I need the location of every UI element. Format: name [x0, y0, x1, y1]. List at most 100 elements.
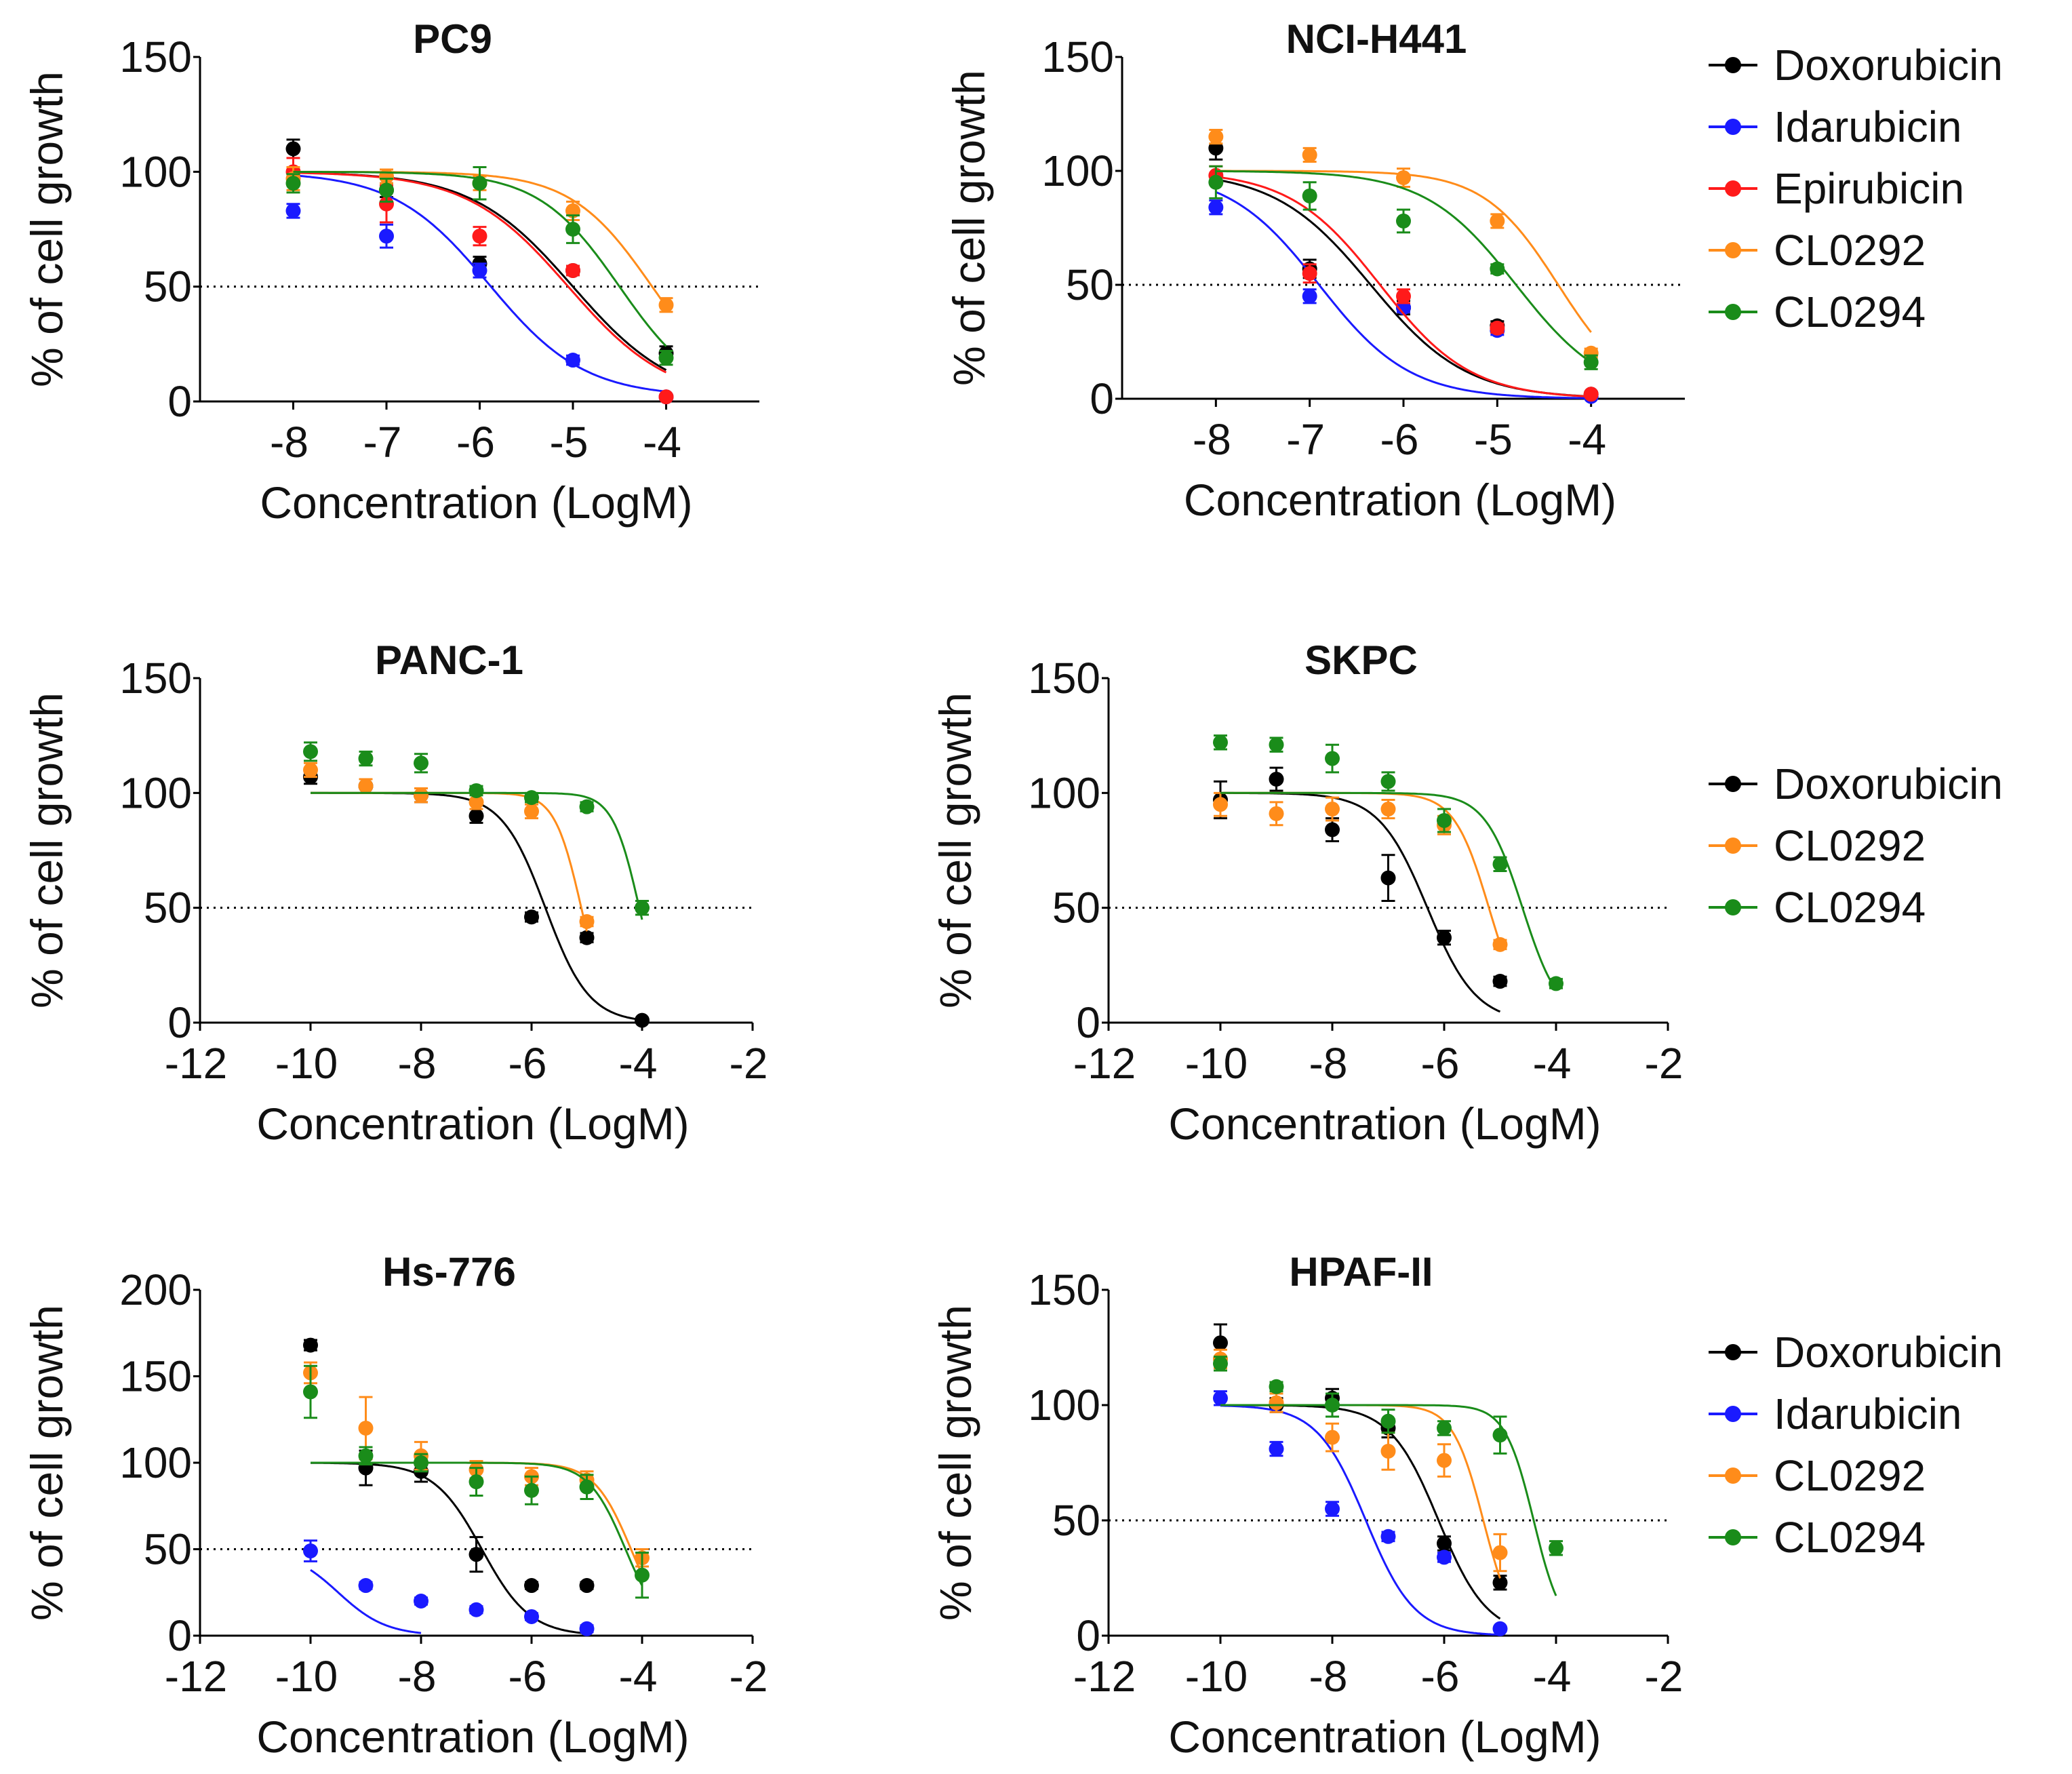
- legend-3: Doxorubicin Idarubicin CL0292 CL0294: [1709, 1328, 2003, 1562]
- data-point-cl0294: [1492, 856, 1508, 872]
- chart-title: HPAF-II: [1289, 1249, 1433, 1295]
- data-point-cl0294: [1492, 1427, 1508, 1443]
- data-point-cl0292: [1302, 147, 1317, 163]
- data-point-cl0294: [658, 350, 674, 366]
- data-point-cl0294: [285, 176, 301, 191]
- data-point-cl0292: [1325, 802, 1340, 817]
- y-tick-label: 100: [119, 768, 192, 817]
- data-point-cl0294: [524, 790, 539, 806]
- y-tick-label: 150: [1028, 1265, 1100, 1314]
- data-point-doxorubicin: [1213, 1335, 1228, 1351]
- legend-1: Doxorubicin Idarubicin Epirubicin CL0292 CL0…: [1709, 41, 2003, 336]
- data-point-cl0294: [635, 1567, 650, 1583]
- x-axis-label: Concentration (LogM): [256, 1712, 689, 1762]
- series-idarubicin: [285, 174, 674, 405]
- data-point-idarubicin: [1213, 1390, 1228, 1406]
- data-point-cl0292: [358, 1421, 374, 1436]
- data-point-cl0292: [1208, 129, 1224, 144]
- data-point-idarubicin: [579, 1621, 595, 1636]
- data-point-doxorubicin: [1380, 870, 1396, 886]
- x-axis-label: Concentration (LogM): [1168, 1712, 1601, 1762]
- series-cl0292: [1213, 791, 1508, 952]
- y-tick-label: 50: [1066, 260, 1114, 309]
- data-point-epirubicin: [379, 196, 394, 212]
- legend-label: CL0292: [1774, 226, 1926, 275]
- x-tick-label: -7: [363, 418, 402, 467]
- data-point-cl0294: [1302, 188, 1317, 203]
- legend-label: Doxorubicin: [1774, 760, 2003, 808]
- x-tick-label: -12: [1073, 1039, 1136, 1088]
- data-point-cl0292: [658, 297, 674, 313]
- data-point-doxorubicin: [579, 1578, 595, 1594]
- data-point-cl0294: [1396, 213, 1411, 229]
- data-point-cl0294: [1213, 1356, 1228, 1371]
- legend-swatch-marker: [1725, 180, 1741, 197]
- x-tick-label: -8: [398, 1652, 437, 1701]
- series-cl0294: [1213, 734, 1563, 991]
- data-point-doxorubicin: [1437, 930, 1452, 945]
- fit-curve-doxorubicin: [1220, 1404, 1501, 1620]
- data-point-cl0294: [469, 1474, 484, 1490]
- data-point-cl0292: [1325, 1430, 1340, 1445]
- legend-item-idarubicin: Idarubicin: [1709, 1389, 1962, 1438]
- data-point-idarubicin: [565, 353, 580, 368]
- data-point-cl0294: [579, 799, 595, 814]
- x-tick-label: -6: [1421, 1039, 1460, 1088]
- legend-label: Doxorubicin: [1774, 41, 2003, 90]
- chart-title: NCI-H441: [1286, 16, 1467, 62]
- legend-swatch-marker: [1725, 837, 1741, 854]
- legend-label: Epirubicin: [1774, 164, 1964, 213]
- data-point-idarubicin: [472, 262, 487, 278]
- data-point-cl0292: [524, 804, 539, 819]
- fit-curve-cl0294: [1216, 170, 1592, 363]
- y-tick-label: 50: [1052, 1496, 1100, 1545]
- series-idarubicin: [1213, 1390, 1508, 1636]
- panel-skpc: SKPC 0 50 100 150 -12 -10 -8 -6 -4 -2 Concentration…: [930, 637, 1683, 1149]
- data-point-idarubicin: [469, 1602, 484, 1617]
- legend-label: Doxorubicin: [1774, 1328, 2003, 1377]
- data-point-doxorubicin: [1437, 1536, 1452, 1551]
- data-point-cl0292: [1380, 802, 1396, 817]
- y-tick-label: 0: [1076, 998, 1100, 1047]
- y-tick-label: 100: [119, 147, 192, 196]
- x-tick-label: -10: [1185, 1039, 1248, 1088]
- panel-nci-h441: NCI-H441 0 50 100 150 -8 -7 -6 -5 -4 Concentration…: [944, 16, 1685, 525]
- x-tick-label: -4: [1533, 1652, 1572, 1701]
- y-tick-label: 50: [1052, 884, 1100, 932]
- data-point-cl0294: [414, 1455, 429, 1470]
- series-cl0294: [303, 1364, 650, 1599]
- data-point-cl0294: [1269, 1379, 1284, 1394]
- legend-swatch-marker: [1725, 899, 1741, 915]
- legend-item-doxorubicin: Doxorubicin: [1709, 41, 2003, 90]
- data-point-epirubicin: [1302, 266, 1317, 281]
- legend-label: CL0292: [1774, 1451, 1926, 1500]
- data-point-cl0294: [1208, 174, 1224, 190]
- x-tick-label: -5: [550, 418, 589, 467]
- chart-title: SKPC: [1304, 637, 1418, 683]
- data-point-idarubicin: [1325, 1501, 1340, 1516]
- data-point-cl0294: [1325, 751, 1340, 766]
- x-tick-label: -10: [275, 1039, 338, 1088]
- panel-hpaf-ii: HPAF-II 0 50 100 150 -12 -10 -8 -6 -4 -2 Concentrat…: [930, 1249, 1683, 1762]
- legend-swatch-marker: [1725, 119, 1741, 135]
- fit-curve-doxorubicin: [311, 1461, 587, 1635]
- x-tick-label: -7: [1286, 415, 1325, 464]
- legend-item-idarubicin: Idarubicin: [1709, 102, 1962, 151]
- data-point-idarubicin: [379, 229, 394, 244]
- fit-curve-doxorubicin: [311, 791, 643, 1021]
- data-point-idarubicin: [1269, 1441, 1284, 1457]
- y-tick-label: 0: [1090, 374, 1114, 423]
- data-point-cl0292: [1269, 806, 1284, 821]
- x-tick-label: -12: [165, 1039, 228, 1088]
- legend-swatch-marker: [1725, 1467, 1741, 1484]
- fit-curve-cl0292: [1220, 1404, 1501, 1579]
- data-point-cl0292: [358, 778, 374, 794]
- data-point-cl0292: [1492, 1545, 1508, 1560]
- x-tick-label: -10: [275, 1652, 338, 1701]
- data-point-cl0292: [1213, 797, 1228, 812]
- series-cl0294: [1208, 165, 1599, 370]
- data-point-cl0292: [414, 787, 429, 803]
- x-tick-label: -10: [1185, 1652, 1248, 1701]
- data-point-cl0292: [1437, 1453, 1452, 1468]
